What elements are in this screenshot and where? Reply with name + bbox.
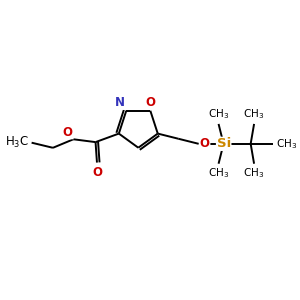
Text: Si: Si — [217, 137, 231, 150]
Text: O: O — [63, 126, 73, 139]
Text: O: O — [92, 166, 102, 179]
Text: CH$_3$: CH$_3$ — [244, 167, 265, 180]
Text: CH$_3$: CH$_3$ — [244, 107, 265, 121]
Text: CH$_3$: CH$_3$ — [208, 107, 229, 121]
Text: O: O — [200, 137, 210, 150]
Text: CH$_3$: CH$_3$ — [208, 167, 229, 180]
Text: H$_3$C: H$_3$C — [5, 135, 29, 150]
Text: N: N — [115, 96, 125, 109]
Text: O: O — [145, 96, 155, 109]
Text: CH$_3$: CH$_3$ — [276, 137, 297, 151]
